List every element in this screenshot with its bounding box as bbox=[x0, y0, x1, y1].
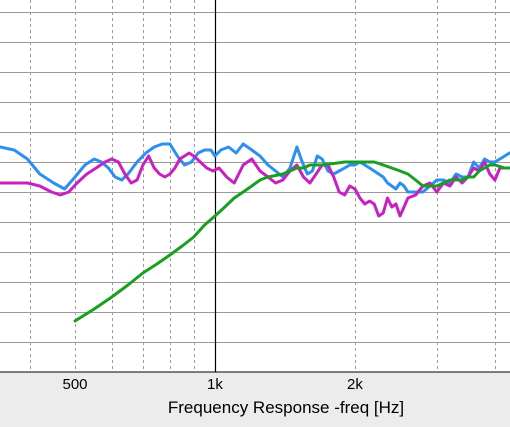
x-tick-labels: 500 1k 2k bbox=[62, 376, 363, 393]
data-series bbox=[0, 142, 510, 323]
series-line-3 bbox=[73, 160, 510, 323]
series-line-1 bbox=[0, 142, 510, 194]
x-axis-title: Frequency Response -freq [Hz] bbox=[168, 398, 404, 417]
x-tick-label: 2k bbox=[347, 376, 363, 393]
grid-lines bbox=[0, 0, 510, 372]
x-tick-label: 500 bbox=[62, 376, 87, 393]
x-tick-label: 1k bbox=[207, 376, 223, 393]
